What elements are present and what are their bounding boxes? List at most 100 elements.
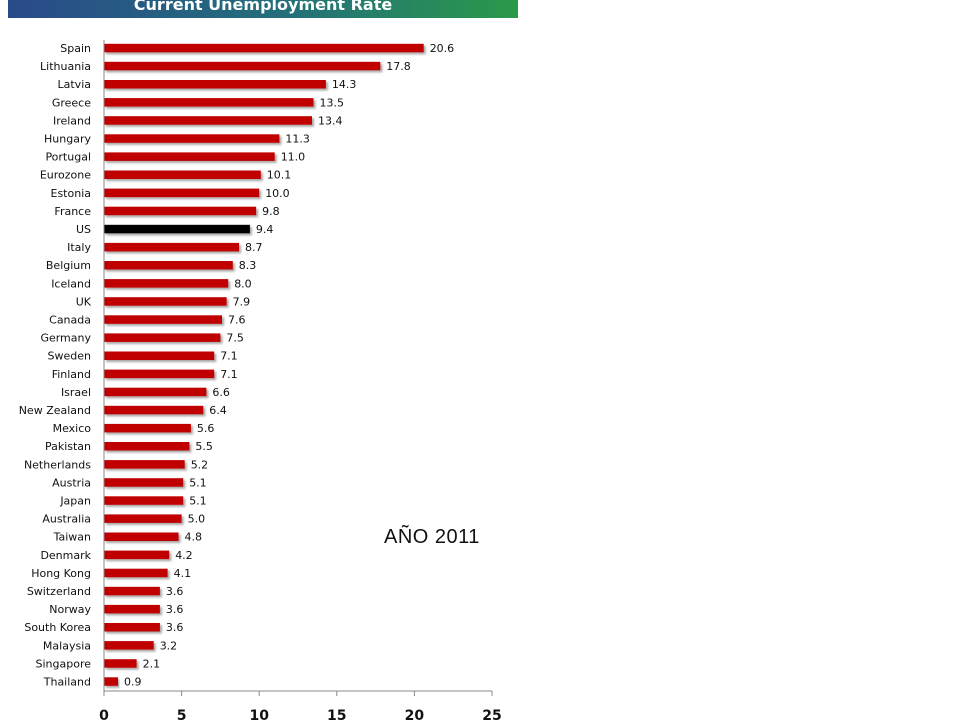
value-label: 8.3 (239, 259, 256, 272)
bar-south-korea (104, 623, 160, 632)
bar-estonia (104, 188, 260, 198)
category-label: Singapore (36, 657, 92, 670)
value-label: 13.5 (320, 96, 345, 109)
category-label: Malaysia (43, 639, 91, 652)
value-labels-layer: 20.6 17.8 14.3 13.5 13.4 11.3 11.0 10.1 10.0 9.8 9… (124, 42, 454, 689)
value-label: 0.9 (124, 676, 142, 689)
bars-layer (104, 43, 424, 686)
x-tick-label: 15 (327, 708, 346, 720)
category-label: Greece (52, 96, 91, 109)
value-label: 20.6 (430, 42, 455, 55)
category-label: Denmark (40, 549, 91, 562)
bar-netherlands (104, 460, 185, 469)
value-label: 8.0 (234, 277, 252, 290)
category-label: Austria (52, 476, 91, 489)
category-label: Portugal (45, 151, 91, 164)
category-label: Japan (59, 495, 91, 508)
category-label: Spain (60, 42, 91, 55)
value-label: 9.4 (256, 223, 274, 236)
value-label: 8.7 (245, 241, 263, 254)
bar-hong-kong (104, 568, 168, 578)
bar-singapore (104, 659, 137, 668)
category-label: South Korea (24, 621, 91, 634)
bar-us (104, 224, 250, 234)
value-label: 5.2 (191, 458, 209, 471)
value-label: 5.1 (189, 476, 207, 489)
category-label: Israel (61, 386, 91, 399)
category-label: France (54, 205, 91, 218)
bar-italy (104, 242, 239, 252)
value-label: 4.2 (175, 549, 193, 562)
value-label: 4.1 (174, 567, 192, 580)
bar-malaysia (104, 641, 154, 650)
category-label: Iceland (51, 277, 91, 290)
value-label: 3.6 (166, 603, 184, 616)
value-label: 10.0 (265, 187, 290, 200)
category-label: Latvia (58, 78, 92, 91)
value-label: 3.6 (166, 621, 184, 634)
bar-thailand (104, 677, 118, 686)
category-label: Mexico (53, 422, 92, 435)
bar-greece (104, 98, 314, 107)
category-label: Netherlands (24, 458, 91, 471)
category-label: New Zealand (19, 404, 91, 417)
year-annotation: AÑO 2011 (384, 526, 480, 548)
bar-japan (104, 496, 184, 505)
category-label: Hong Kong (31, 567, 91, 580)
bar-eurozone (104, 170, 261, 179)
value-label: 5.0 (188, 513, 206, 526)
bar-uk (104, 297, 227, 306)
category-label: Italy (67, 241, 91, 254)
title-banner (8, 0, 518, 18)
category-label: Sweden (48, 350, 91, 363)
value-label: 2.1 (143, 657, 161, 670)
value-label: 10.1 (267, 169, 292, 182)
value-label: 6.6 (212, 386, 230, 399)
category-label: Pakistan (45, 440, 91, 453)
bar-taiwan (104, 532, 179, 541)
category-label: UK (76, 295, 92, 308)
bar-portugal (104, 152, 275, 161)
value-label: 9.8 (262, 205, 280, 218)
value-label: 13.4 (318, 114, 343, 127)
x-tick-label: 0 (99, 708, 109, 720)
bar-israel (104, 387, 207, 397)
value-label: 5.1 (189, 495, 207, 508)
category-labels-layer: Spain Lithuania Latvia Greece Ireland Hungary… (19, 42, 92, 689)
category-label: Norway (49, 603, 91, 616)
value-label: 3.6 (166, 585, 184, 598)
value-label: 11.0 (281, 151, 306, 164)
bar-ireland (104, 116, 312, 125)
bar-denmark (104, 550, 170, 560)
value-label: 14.3 (332, 78, 357, 91)
category-label: Belgium (46, 259, 91, 272)
category-label: Canada (49, 314, 91, 327)
bar-australia (104, 514, 182, 523)
category-label: Hungary (44, 133, 91, 146)
category-label: Australia (42, 513, 91, 526)
bar-belgium (104, 261, 233, 270)
value-label: 7.1 (220, 368, 238, 381)
value-label: 11.3 (285, 133, 310, 146)
value-label: 17.8 (386, 60, 411, 73)
x-tick-label: 20 (405, 708, 425, 720)
category-label: Germany (40, 332, 91, 345)
bar-mexico (104, 423, 191, 433)
bar-switzerland (104, 586, 160, 596)
bar-norway (104, 604, 160, 614)
category-label: US (76, 223, 91, 236)
value-label: 6.4 (209, 404, 227, 417)
x-tick-label: 5 (177, 708, 187, 720)
bar-latvia (104, 80, 326, 89)
bar-new-zealand (104, 405, 204, 415)
bar-hungary (104, 134, 280, 143)
bar-austria (104, 478, 184, 487)
category-label: Eurozone (40, 169, 91, 182)
category-label: Ireland (53, 114, 91, 127)
value-label: 4.8 (185, 531, 203, 544)
category-label: Switzerland (27, 585, 91, 598)
chart-title: Current Unemployment Rate (134, 0, 393, 14)
value-label: 7.1 (220, 350, 238, 363)
